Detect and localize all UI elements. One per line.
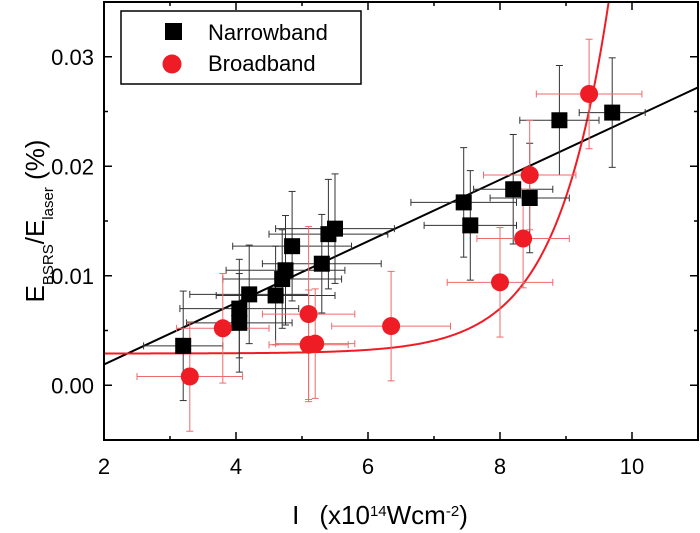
narrowband-data-point <box>522 190 538 206</box>
x-axis-title-main: I <box>292 500 299 530</box>
broadband-data-point <box>521 166 539 184</box>
narrowband-data-point <box>327 221 343 237</box>
markers-layer <box>175 85 620 386</box>
y-axis-title-suffix: (%) <box>20 140 50 188</box>
scatter-chart: 2 4 6 8 10 0.00 0.01 0.02 0.03 Narrowband Broadb… <box>0 0 700 533</box>
y-tick-label: 0.02 <box>51 154 94 179</box>
broadband-data-point <box>491 273 509 291</box>
x-axis-title-sup2: -2 <box>446 503 459 520</box>
y-axis-title-main: E <box>20 285 50 302</box>
x-tick-label: 2 <box>98 454 110 479</box>
narrowband-data-point <box>551 112 567 128</box>
legend-label-broadband: Broadband <box>208 51 316 76</box>
y-tick-label: 0.00 <box>51 373 94 398</box>
x-tick-label: 8 <box>494 454 506 479</box>
narrowband-data-point <box>456 194 472 210</box>
y-tick-label: 0.03 <box>51 45 94 70</box>
y-tick-label: 0.01 <box>51 264 94 289</box>
x-axis-title-suffix: ) <box>459 500 468 530</box>
narrowband-data-point <box>175 338 191 354</box>
narrowband-data-point <box>268 287 284 303</box>
x-tick-label: 4 <box>230 454 242 479</box>
narrowband-data-point <box>505 181 521 197</box>
broadband-data-point <box>580 85 598 103</box>
legend-marker-narrowband <box>165 23 182 40</box>
narrowband-data-point <box>231 301 247 317</box>
narrowband-data-point <box>462 217 478 233</box>
broadband-data-point <box>214 319 232 337</box>
chart-container: 2 4 6 8 10 0.00 0.01 0.02 0.03 Narrowband Broadb… <box>0 0 700 533</box>
narrowband-data-point <box>284 238 300 254</box>
y-axis-title-sub2: laser <box>40 187 57 220</box>
legend: Narrowband Broadband <box>121 11 361 84</box>
narrowband-data-point <box>278 262 294 278</box>
broadband-data-point <box>181 367 199 385</box>
y-axis-title-slash: /E <box>20 220 50 245</box>
narrowband-data-point <box>231 315 247 331</box>
broadband-data-point <box>514 230 532 248</box>
broadband-data-point <box>306 335 324 353</box>
x-axis-title-prefix: (x10 <box>319 500 370 530</box>
x-tick-label: 6 <box>362 454 374 479</box>
y-axis-title-sub1: BSRS <box>40 244 57 285</box>
x-axis-title-sup1: 14 <box>370 503 387 520</box>
error-bars-layer <box>137 39 645 431</box>
narrowband-data-point <box>604 105 620 121</box>
broadband-data-point <box>382 317 400 335</box>
narrowband-data-point <box>314 256 330 272</box>
x-axis-title-mid: Wcm <box>387 500 446 530</box>
legend-marker-broadband <box>163 55 182 74</box>
x-axis-title: I (x1014Wcm-2) <box>292 500 468 530</box>
broadband-data-point <box>300 305 318 323</box>
narrowband-data-point <box>241 286 257 302</box>
legend-label-narrowband: Narrowband <box>208 20 328 45</box>
x-tick-label: 10 <box>620 454 644 479</box>
